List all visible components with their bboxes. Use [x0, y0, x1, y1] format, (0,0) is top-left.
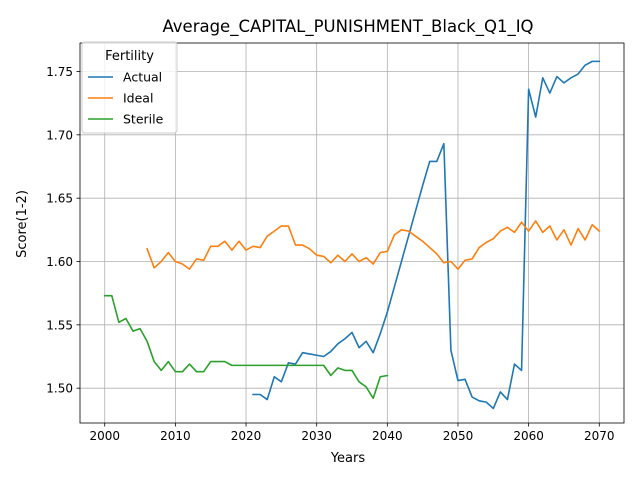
y-tick-label: 1.70	[46, 128, 73, 142]
x-tick-label: 2050	[443, 429, 474, 443]
y-tick-label: 1.55	[46, 318, 73, 332]
x-tick-label: 2070	[584, 429, 615, 443]
axis-ticks: 2000 2010 2020 2030 2040 2050 2060 2070 1.50 1.55…	[46, 65, 614, 443]
x-tick-label: 2030	[301, 429, 332, 443]
y-tick-label: 1.50	[46, 382, 73, 396]
x-tick-label: 2010	[160, 429, 191, 443]
legend-title: Fertility	[105, 49, 154, 64]
x-tick-label: 2060	[513, 429, 544, 443]
legend-frame	[81, 41, 178, 134]
series-line-sterile	[103, 294, 389, 400]
x-tick-label: 2000	[89, 429, 120, 443]
legend: Fertility Actual Ideal Sterile	[81, 41, 178, 134]
y-tick-label: 1.75	[46, 65, 73, 79]
legend-label-sterile: Sterile	[123, 112, 164, 127]
series-lines	[103, 60, 601, 410]
grid	[80, 43, 624, 423]
legend-entries: Actual Ideal Sterile	[88, 70, 164, 127]
legend-label-ideal: Ideal	[123, 91, 153, 106]
x-tick-label: 2020	[231, 429, 262, 443]
chart-title: Average_CAPITAL_PUNISHMENT_Black_Q1_IQ	[162, 17, 533, 37]
x-axis-label: Years	[330, 451, 366, 466]
legend-label-actual: Actual	[123, 70, 162, 85]
series-line-ideal	[146, 220, 601, 270]
y-tick-label: 1.60	[46, 255, 73, 269]
y-axis-label: Score(1-2)	[15, 190, 30, 258]
series-line-actual	[252, 60, 601, 410]
x-tick-label: 2040	[372, 429, 403, 443]
plot-frame	[79, 42, 625, 424]
y-tick-label: 1.65	[46, 192, 73, 206]
